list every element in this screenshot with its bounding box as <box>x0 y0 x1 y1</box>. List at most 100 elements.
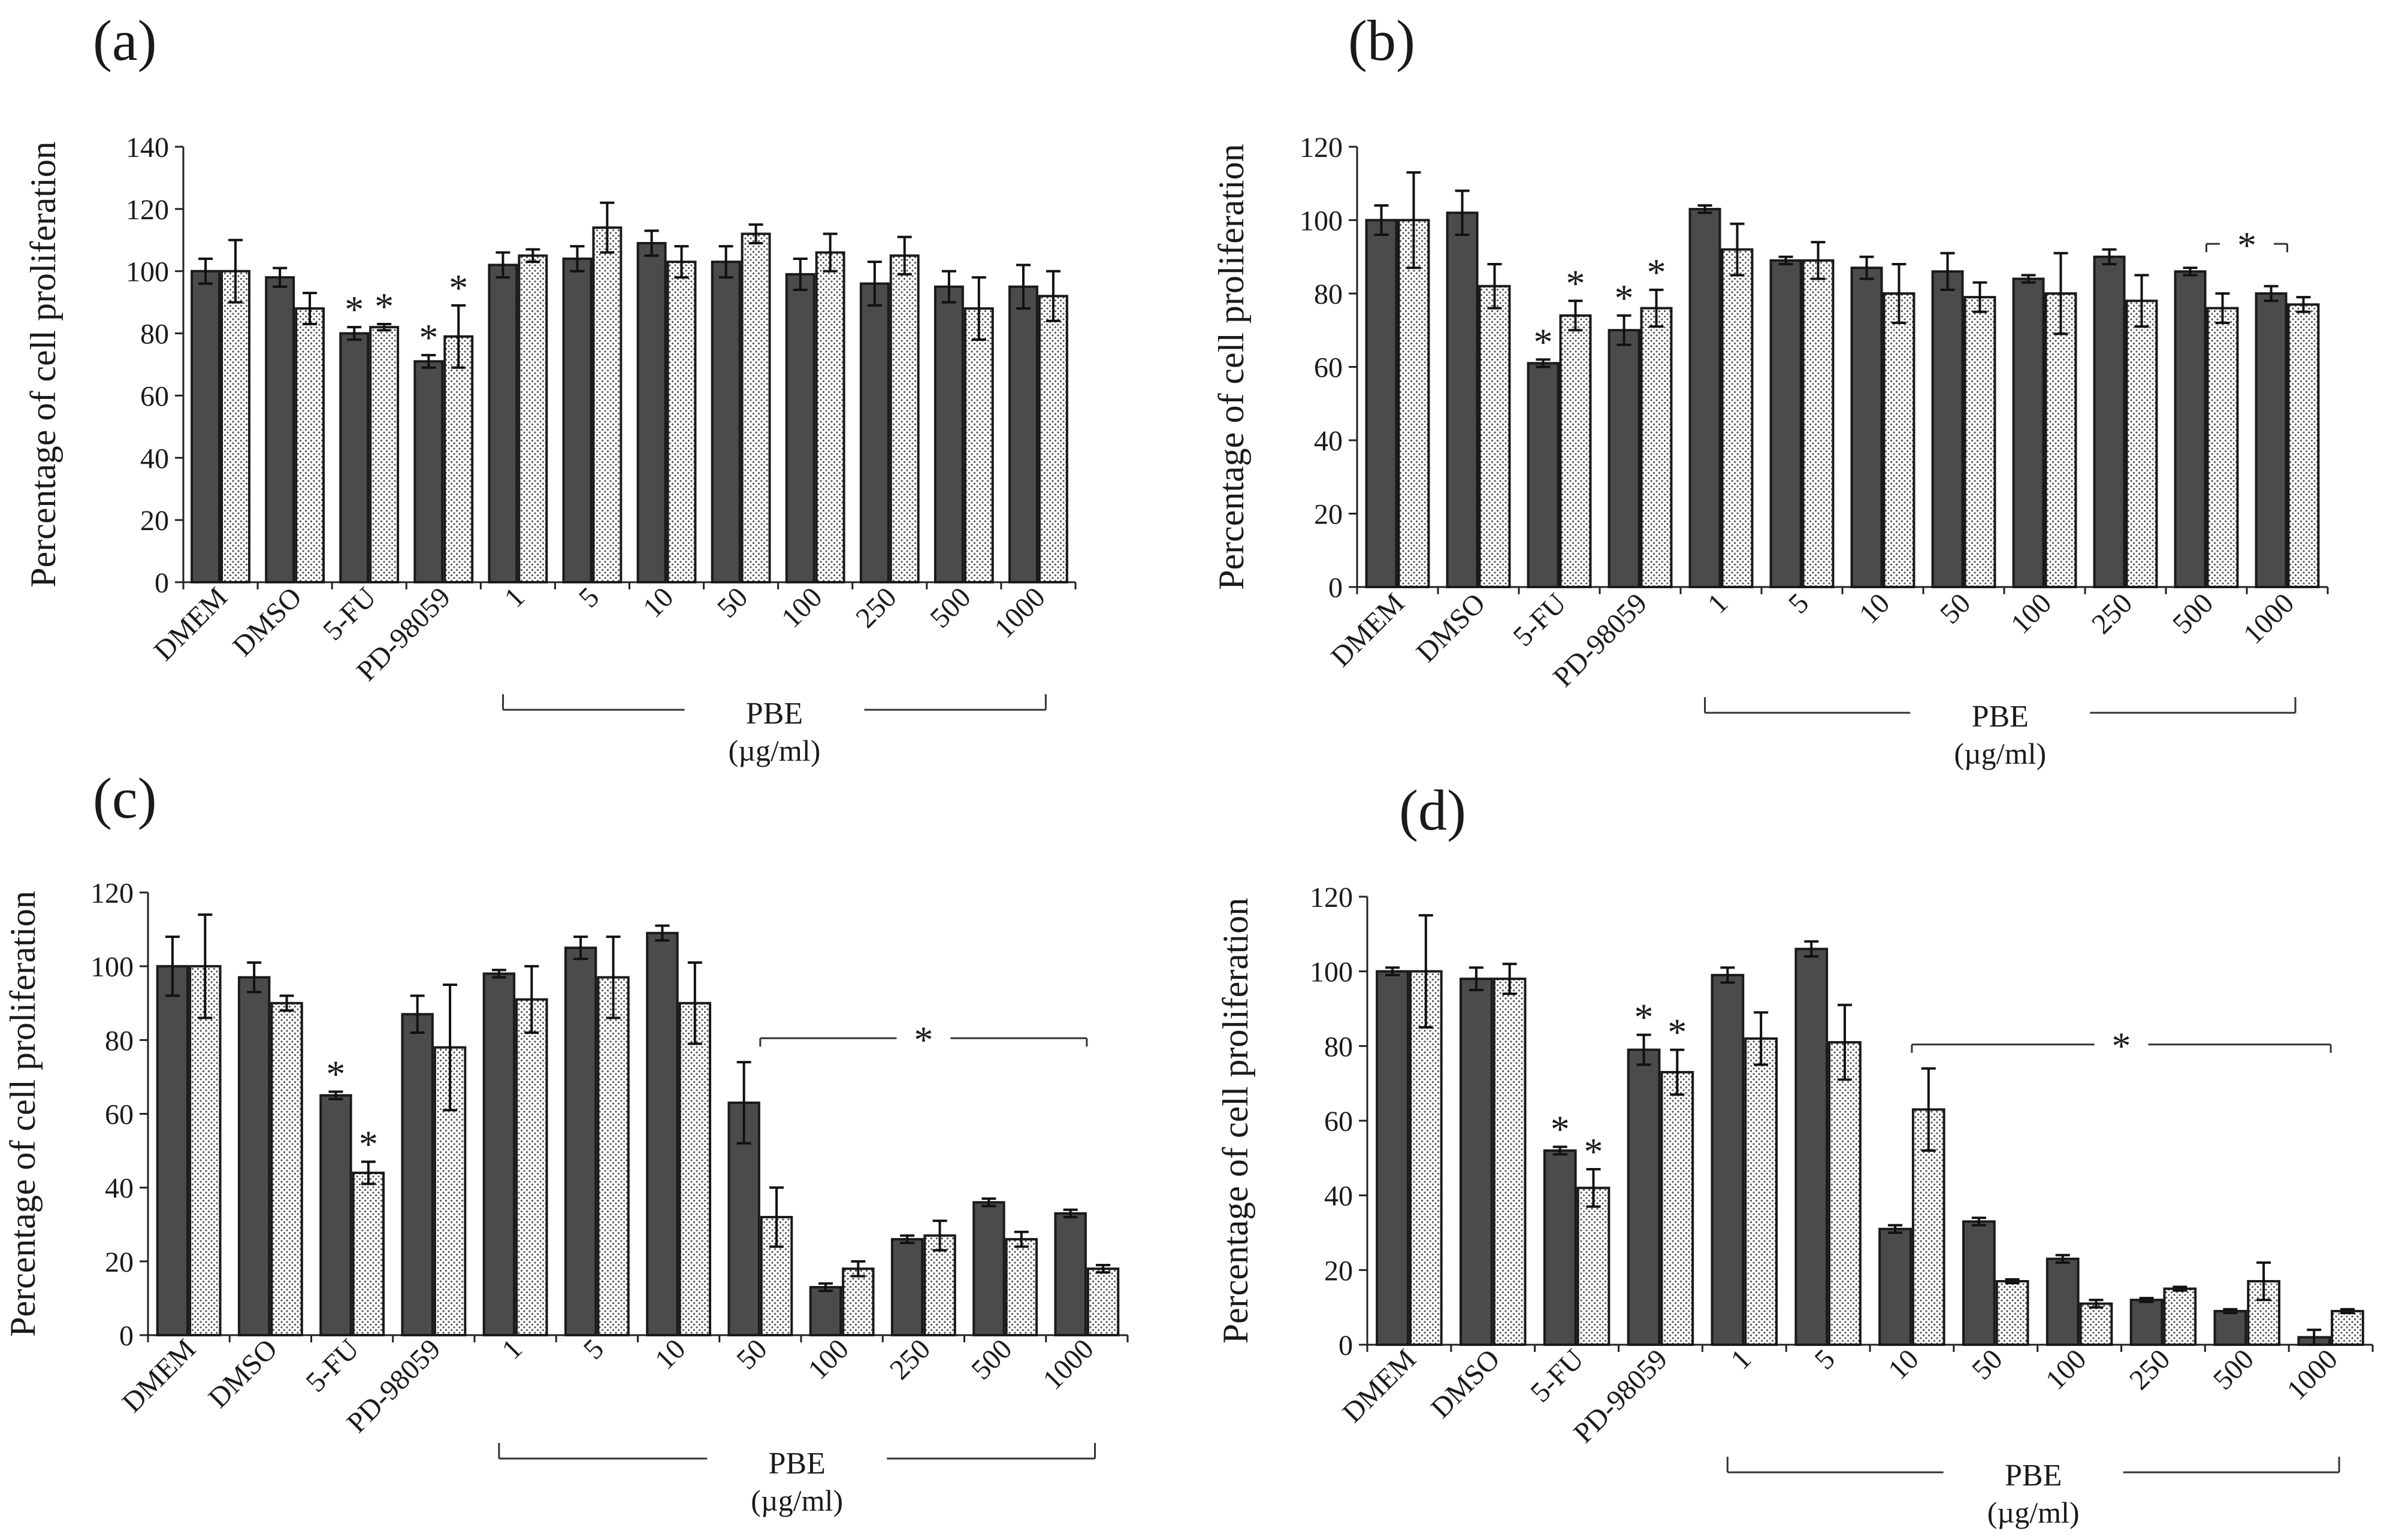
bar-dotted <box>592 226 623 583</box>
x-category-label: 50 <box>1966 1343 2008 1385</box>
y-tick-label: 60 <box>105 1099 134 1131</box>
x-category-label: DMSO <box>1425 1343 1506 1424</box>
x-category-label: 100 <box>2005 587 2057 640</box>
group-label: PBE <box>2005 1459 2062 1493</box>
y-tick-label: 100 <box>90 951 134 983</box>
bar-dark <box>401 1013 434 1336</box>
bar-dotted <box>1038 295 1068 583</box>
x-category-label: 1000 <box>2281 1343 2344 1406</box>
bar-dark <box>562 257 593 583</box>
bar-dotted <box>220 270 250 583</box>
bar-dotted <box>433 1046 467 1337</box>
x-category-label: 10 <box>1853 587 1896 630</box>
y-axis-label: Percentage of cell proliferation <box>23 141 63 588</box>
group-label: PBE <box>746 697 803 731</box>
bar-dotted <box>1995 1280 2029 1347</box>
x-category-label: 1000 <box>1037 1333 1099 1396</box>
bar-dotted <box>189 965 222 1336</box>
panel-label: (a) <box>93 8 157 72</box>
bar-dotted <box>443 335 474 583</box>
bar-dotted <box>889 254 920 583</box>
bar-dark <box>1460 978 1493 1346</box>
x-category-label: 250 <box>2086 587 2138 640</box>
bar-dark <box>339 332 370 583</box>
x-category-label: 100 <box>802 1333 855 1385</box>
bar-dark <box>2129 1299 2164 1346</box>
bar-dotted <box>1409 970 1443 1346</box>
x-category-label: 10 <box>637 581 679 624</box>
bar-dark <box>1962 1220 1996 1347</box>
y-axis-label: Percentage of cell proliferation <box>1216 898 1255 1344</box>
bar-dark <box>1008 285 1038 583</box>
group-unit: (µg/ml) <box>1954 737 2046 770</box>
bar-dotted <box>666 261 697 583</box>
x-category-label: 500 <box>924 581 977 634</box>
bar-dark <box>809 1285 842 1336</box>
bar-dotted <box>678 1002 712 1336</box>
bar-dotted <box>1640 307 1673 588</box>
x-category-label: 5 <box>1808 1343 1841 1375</box>
bar-dark <box>2012 277 2045 588</box>
significance-star: * <box>1646 251 1666 294</box>
y-tick-label: 40 <box>1324 1181 1353 1212</box>
y-tick-label: 60 <box>140 380 169 412</box>
y-tick-label: 0 <box>1328 572 1343 604</box>
bar-dark <box>1543 1149 1577 1347</box>
bar-dark <box>564 946 597 1336</box>
group-unit: (µg/ml) <box>1987 1496 2080 1529</box>
bar-dark <box>890 1238 924 1336</box>
bar-dotted <box>1086 1267 1120 1336</box>
bar-dotted <box>1721 248 1754 588</box>
bar-dark <box>1711 973 1745 1346</box>
y-tick-label: 80 <box>1314 279 1343 310</box>
x-category-label: 5-FU <box>300 1333 365 1398</box>
bar-dotted <box>2163 1287 2197 1346</box>
bar-dotted <box>1492 978 1527 1346</box>
bar-dotted <box>2206 307 2239 588</box>
x-category-label: 100 <box>775 581 828 634</box>
panel-label: (d) <box>1399 778 1466 842</box>
chart-panel-a: (a) 0 20 40 60 80 100 120 140 Percentage of cell … <box>23 8 1077 767</box>
bar-dotted <box>295 307 325 583</box>
x-category-label: 250 <box>884 1333 936 1385</box>
x-category-label: 250 <box>850 581 902 634</box>
bar-dark <box>488 264 518 584</box>
y-tick-label: 20 <box>1324 1255 1353 1287</box>
y-tick-label: 20 <box>105 1246 134 1278</box>
bar-dotted <box>352 1172 385 1336</box>
y-tick-label: 100 <box>1300 205 1343 237</box>
y-tick-label: 80 <box>1324 1031 1353 1063</box>
bar-dotted <box>1576 1187 1611 1346</box>
bar-dark <box>636 241 667 583</box>
bar-dark <box>1446 211 1479 588</box>
bar-dark <box>2255 292 2288 588</box>
chart-panel-b: (b) 0 20 40 60 80 100 120 Percentage of cell pro… <box>1211 8 2329 770</box>
x-category-label: 10 <box>649 1333 691 1375</box>
bar-dotted <box>1828 1041 1862 1346</box>
bar-dark <box>1794 948 1829 1347</box>
x-category-label: 50 <box>730 1333 773 1375</box>
significance-star: * <box>374 285 394 328</box>
bar-dotted <box>2079 1302 2113 1347</box>
bar-dark <box>972 1201 1005 1337</box>
bar-dotted <box>815 251 845 583</box>
bar-dotted <box>515 998 548 1336</box>
bar-dotted <box>1478 285 1511 588</box>
y-axis-label: Percentage of cell proliferation <box>1211 144 1251 590</box>
bar-dark <box>482 972 516 1336</box>
bar-dotted <box>270 1002 303 1336</box>
significance-star: * <box>359 1123 378 1166</box>
x-category-label: 10 <box>1882 1343 1924 1385</box>
bar-dotted <box>842 1267 875 1336</box>
bracket-star: * <box>2112 1025 2131 1067</box>
x-category-label: 50 <box>711 581 754 624</box>
x-category-label: 1 <box>496 1333 528 1365</box>
y-tick-label: 100 <box>1310 957 1353 988</box>
x-category-label: 250 <box>2123 1343 2176 1396</box>
bar-dark <box>265 276 295 583</box>
significance-star: * <box>1634 996 1654 1039</box>
x-category-label: 1000 <box>988 581 1051 644</box>
group-label: PBE <box>769 1447 826 1481</box>
x-category-label: 5-FU <box>1507 587 1572 652</box>
bar-dotted <box>2287 303 2320 588</box>
